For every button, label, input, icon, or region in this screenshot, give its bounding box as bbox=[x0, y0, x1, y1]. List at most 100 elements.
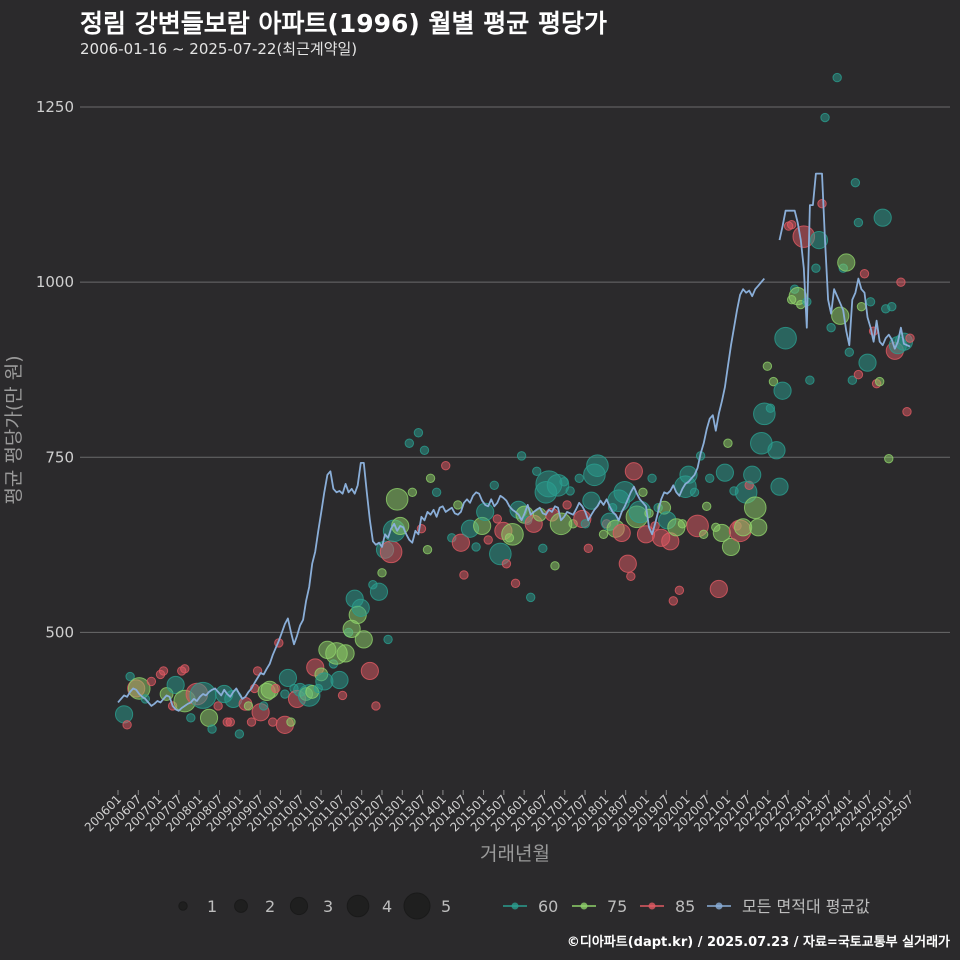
scatter-point-s60 bbox=[431, 487, 442, 497]
scatter-point-s85 bbox=[483, 535, 493, 545]
scatter-point-s75 bbox=[762, 361, 773, 371]
scatter-point-s75 bbox=[377, 568, 387, 578]
scatter-point-s85 bbox=[626, 571, 636, 582]
scatter-point-s60 bbox=[865, 297, 876, 307]
scatter-point-s60 bbox=[873, 208, 892, 227]
legend-series-label: 75 bbox=[607, 897, 627, 916]
scatter-point-s60 bbox=[278, 668, 298, 688]
scatter-point-s75 bbox=[354, 630, 373, 649]
legend-series-dot bbox=[580, 902, 588, 910]
scatter-point-s60 bbox=[234, 729, 245, 739]
scatter-point-s85 bbox=[459, 570, 469, 580]
scatter-point-s60 bbox=[809, 231, 829, 250]
scatter-point-s85 bbox=[146, 676, 157, 687]
scatter-point-s60 bbox=[538, 543, 548, 554]
scatter-point-s75 bbox=[749, 518, 768, 537]
scatter-point-s85 bbox=[668, 596, 679, 606]
scatter-point-s75 bbox=[677, 519, 688, 529]
legend-size-label: 3 bbox=[323, 897, 333, 916]
scatter-point-s60 bbox=[565, 486, 575, 496]
scatter-point-s85 bbox=[441, 460, 451, 471]
scatter-point-s60 bbox=[280, 689, 290, 699]
legend-size-circle bbox=[178, 901, 188, 911]
scatter-point-s75 bbox=[453, 500, 463, 510]
scatter-point-s60 bbox=[489, 480, 499, 490]
scatter-point-s85 bbox=[674, 585, 685, 596]
scatter-point-s60 bbox=[773, 381, 792, 400]
scatter-point-s60 bbox=[166, 675, 185, 695]
scatter-point-s75 bbox=[638, 487, 648, 497]
scatter-point-s60 bbox=[125, 671, 135, 682]
scatter-point-s60 bbox=[705, 473, 715, 483]
scatter-point-s75 bbox=[425, 473, 436, 483]
scatter-point-s85 bbox=[896, 277, 906, 287]
scatter-point-s75 bbox=[743, 496, 767, 520]
scatter-point-s85 bbox=[360, 661, 379, 681]
scatter-point-s60 bbox=[383, 634, 393, 645]
scatter-point-s60 bbox=[858, 353, 877, 372]
scatter-point-s85 bbox=[510, 578, 521, 589]
scatter-point-s60 bbox=[586, 454, 609, 477]
scatter-point-s60 bbox=[774, 326, 797, 350]
scatter-point-s60 bbox=[647, 473, 657, 483]
scatter-point-s60 bbox=[679, 465, 698, 484]
scatter-point-s75 bbox=[721, 537, 741, 557]
legend-size-label: 5 bbox=[441, 897, 451, 916]
scatter-point-s60 bbox=[770, 477, 789, 496]
scatter-point-s75 bbox=[874, 376, 885, 387]
y-tick-label: 500 bbox=[45, 623, 74, 641]
average-line-group bbox=[117, 172, 911, 712]
scatter-point-s85 bbox=[612, 523, 631, 543]
scatter-point-s75 bbox=[701, 501, 712, 512]
scatter-point-s85 bbox=[859, 269, 870, 279]
average-line bbox=[778, 172, 911, 350]
scatter-point-s85 bbox=[905, 333, 915, 343]
scatter-point-s85 bbox=[268, 717, 278, 727]
scatter-point-s60 bbox=[315, 672, 334, 691]
scatter-point-s60 bbox=[820, 112, 830, 123]
scatter-point-s85 bbox=[225, 717, 235, 727]
scatter-point-s60 bbox=[580, 519, 591, 529]
scatter-point-s60 bbox=[844, 347, 855, 357]
scatter-point-s60 bbox=[715, 463, 734, 482]
scatter-point-s75 bbox=[768, 376, 779, 387]
scatter-point-s85 bbox=[709, 579, 728, 599]
average-line bbox=[117, 278, 765, 712]
scatter-points bbox=[114, 72, 915, 739]
scatter-point-s85 bbox=[624, 462, 643, 481]
scatter-point-s75 bbox=[501, 523, 524, 546]
scatter-point-s75 bbox=[856, 301, 867, 312]
scatter-point-s60 bbox=[476, 502, 495, 522]
scatter-point-s85 bbox=[246, 717, 257, 727]
legend-series-dot bbox=[648, 902, 656, 910]
scatter-point-s60 bbox=[559, 477, 569, 487]
scatter-point-s85 bbox=[853, 369, 864, 380]
scatter-point-s60 bbox=[574, 473, 584, 483]
legend: 1 2 3 4 5 60 75 85 모든 면적대 평균값 bbox=[178, 892, 870, 920]
scatter-point-s85 bbox=[786, 220, 797, 230]
scatter-point-s85 bbox=[451, 533, 470, 552]
scatter-point-s75 bbox=[127, 677, 151, 700]
scatter-point-s85 bbox=[562, 500, 572, 510]
scatter-point-s85 bbox=[817, 198, 827, 209]
scatter-point-s75 bbox=[698, 529, 709, 540]
y-tick-label: 1250 bbox=[36, 98, 74, 116]
legend-series-dot bbox=[715, 902, 723, 910]
scatter-point-s60 bbox=[689, 487, 700, 497]
scatter-point-s75 bbox=[598, 529, 609, 540]
x-axis-ticks: 2006012006072007012007072008012008072009… bbox=[82, 790, 916, 835]
scatter-point-s60 bbox=[805, 375, 815, 385]
scatter-point-s60 bbox=[330, 670, 349, 690]
scatter-point-s60 bbox=[258, 701, 269, 711]
legend-size-label: 2 bbox=[265, 897, 275, 916]
scatter-point-s75 bbox=[243, 701, 254, 711]
scatter-point-s85 bbox=[337, 690, 348, 701]
legend-series-dot bbox=[511, 902, 519, 910]
scatter-point-s85 bbox=[501, 559, 512, 569]
scatter-point-s75 bbox=[884, 453, 894, 464]
scatter-point-s60 bbox=[189, 681, 217, 709]
scatter-point-s60 bbox=[419, 445, 430, 455]
scatter-point-s60 bbox=[413, 428, 424, 438]
source-caption: ©디아파트(dapt.kr) / 2025.07.23 / 자료=국토교통부 실… bbox=[566, 935, 950, 950]
